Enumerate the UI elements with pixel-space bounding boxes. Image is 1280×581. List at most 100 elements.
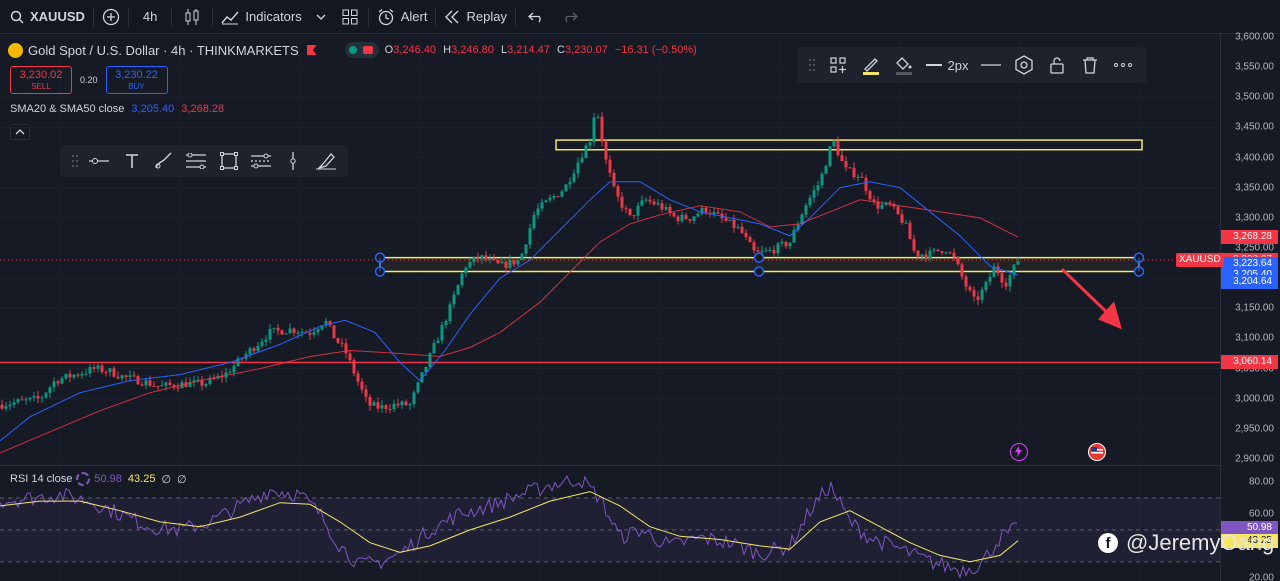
candle-body (104, 372, 108, 374)
fill-color-icon[interactable] (887, 47, 920, 83)
text-tool-icon[interactable] (115, 145, 147, 177)
indicators-dropdown-button[interactable] (310, 0, 332, 34)
candle-body (452, 294, 456, 305)
replay-button[interactable]: Replay (436, 0, 514, 34)
highlighter-tool-icon[interactable] (310, 145, 342, 177)
undo-button[interactable] (516, 0, 556, 34)
alert-label: Alert (400, 9, 428, 24)
vertical-line-tool-icon[interactable] (277, 145, 309, 177)
sell-button[interactable]: 3,230.02 SELL (10, 66, 72, 94)
alert-button[interactable]: Alert (369, 0, 436, 34)
trash-icon[interactable] (1073, 47, 1106, 83)
more-options-icon[interactable] (1106, 47, 1139, 83)
line-style-icon[interactable] (974, 47, 1007, 83)
us-flag-icon[interactable] (1088, 443, 1106, 461)
candle-body (592, 117, 596, 143)
candle-body (524, 244, 528, 254)
drag-handle-icon[interactable] (803, 47, 821, 83)
lightning-icon[interactable] (1010, 443, 1028, 461)
line-width-button[interactable]: 2px (920, 47, 974, 83)
candle-body (764, 250, 768, 252)
rectangle-tool-icon[interactable] (213, 145, 245, 177)
candle-body (552, 196, 556, 198)
candle-body (332, 325, 336, 339)
candle-body (12, 402, 16, 405)
candle-body (636, 205, 640, 216)
candle-body (252, 348, 256, 351)
rsi-value-label: 50.98 (1221, 521, 1278, 536)
candle-body (248, 348, 252, 355)
candle-body (488, 258, 492, 260)
rsi-legend[interactable]: RSI 14 close 50.98 43.25 ∅ ∅ (10, 472, 187, 486)
resistance-zone (555, 139, 1143, 151)
candle-body (288, 328, 292, 334)
chart-type-button[interactable] (172, 0, 212, 34)
candle-body (796, 224, 800, 230)
line-color-icon[interactable] (854, 47, 887, 83)
candle-body (0, 404, 4, 409)
candle-body (364, 389, 368, 397)
fib-tool-icon[interactable] (180, 145, 212, 177)
candle-body (988, 277, 992, 282)
compare-symbol-button[interactable] (94, 0, 128, 34)
watermark: f @JeremyOang (1098, 530, 1274, 556)
candle-body (188, 382, 192, 387)
candle-body (968, 286, 972, 291)
candle-body (228, 372, 232, 374)
templates-icon[interactable] (821, 47, 854, 83)
candle-body (668, 206, 672, 213)
chart-area[interactable] (0, 34, 1220, 581)
price-tick: 3,400.00 (1235, 152, 1274, 164)
sma-legend[interactable]: SMA20 & SMA50 close 3,205.40 3,268.28 (10, 103, 224, 115)
pane-separator[interactable] (0, 465, 1220, 466)
collapse-legend-button[interactable] (10, 124, 30, 140)
candle-body (660, 203, 664, 210)
price-chart-svg[interactable] (0, 34, 1220, 581)
candle-body (848, 167, 852, 169)
candle-body (972, 290, 976, 297)
price-axis[interactable]: 3,600.00 3,550.00 3,500.00 3,450.00 3,400.00… (1220, 32, 1280, 581)
candle-body (872, 199, 876, 202)
buy-price: 3,230.22 (115, 69, 158, 81)
candle-body (280, 330, 284, 335)
candle-body (816, 185, 820, 191)
candle-body (20, 399, 24, 401)
market-status-icon[interactable] (344, 42, 379, 58)
candle-body (784, 241, 788, 247)
candle-body (376, 402, 380, 409)
candle-body (736, 226, 740, 228)
symbol-search-button[interactable]: XAUUSD (2, 4, 93, 30)
interval-button[interactable]: 4h (129, 0, 171, 34)
candle-body (684, 214, 688, 220)
candle-body (880, 204, 884, 209)
candle-body (68, 373, 72, 378)
indicators-button[interactable]: Indicators (213, 0, 309, 34)
candle-body (208, 378, 212, 385)
chevron-down-icon (316, 14, 326, 20)
candle-body (64, 373, 68, 379)
rsi-ma-value: 43.25 (127, 473, 156, 485)
layouts-button[interactable] (332, 0, 368, 34)
drag-handle-icon[interactable] (66, 145, 83, 177)
candle-body (480, 255, 484, 260)
settings-icon[interactable] (1007, 47, 1040, 83)
candle-body (916, 250, 920, 257)
parallel-channel-tool-icon[interactable] (245, 145, 277, 177)
flag-icon[interactable] (306, 45, 317, 55)
unlock-icon[interactable] (1040, 47, 1073, 83)
candle-body (732, 219, 736, 228)
candle-body (960, 264, 964, 277)
brush-tool-icon[interactable] (148, 145, 180, 177)
buy-button[interactable]: 3,230.22 BUY (105, 66, 168, 94)
redo-button[interactable] (556, 0, 584, 34)
candle-body (296, 332, 300, 334)
horizontal-ray-tool-icon[interactable] (83, 145, 115, 177)
candle-body (80, 373, 84, 376)
close-value: 3,230.07 (564, 44, 608, 56)
annotations (1060, 268, 1122, 330)
candle-body (556, 196, 560, 198)
candle-body (900, 214, 904, 223)
candle-body (844, 161, 848, 168)
candle-body (268, 328, 272, 340)
candle-body (632, 215, 636, 217)
